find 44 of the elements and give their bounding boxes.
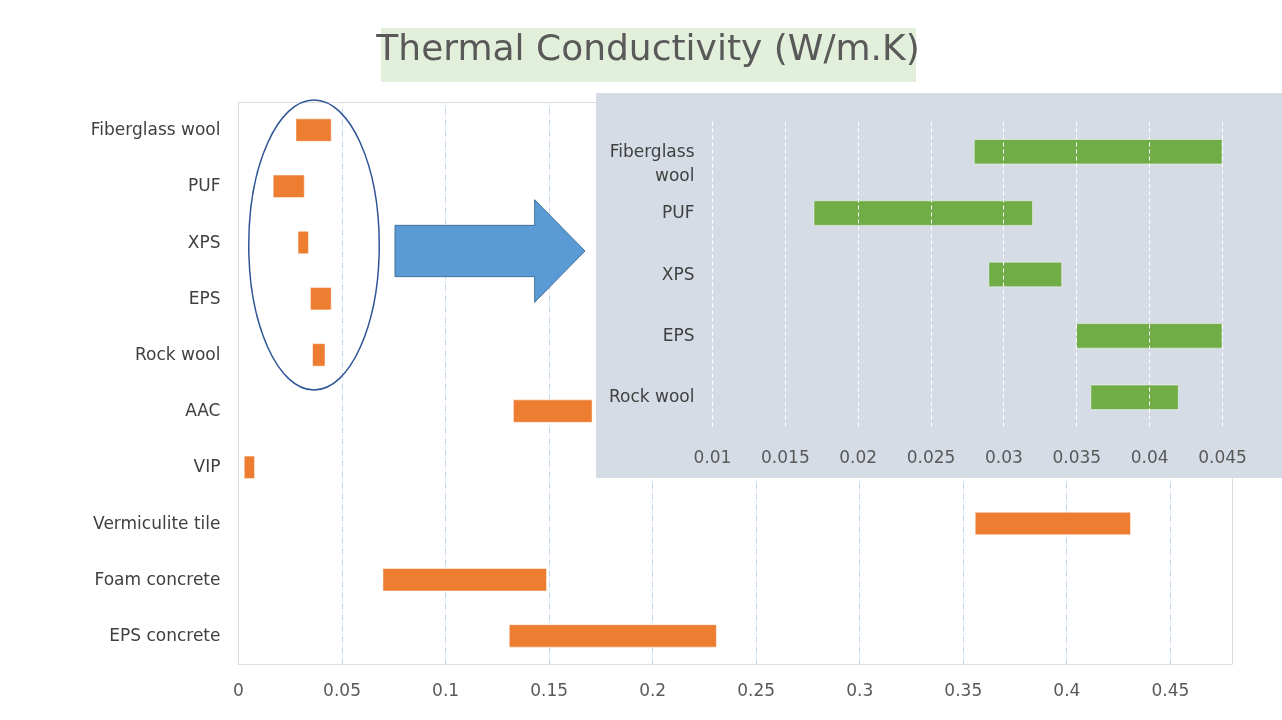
x-tick-label: 0.15 [530, 679, 569, 700]
chart-title: Thermal Conductivity (W/m.K) [375, 27, 920, 68]
x-tick-label: 0.45 [1151, 679, 1190, 700]
y-tick-label: Foam concrete [94, 568, 221, 589]
bar [297, 231, 309, 254]
y-tick-label: VIP [193, 456, 221, 477]
bar [509, 624, 717, 648]
bar [513, 399, 593, 423]
y-tick-label: Rock wool [609, 386, 695, 407]
x-tick-label: 0.2 [639, 679, 667, 700]
y-tick-label: Fiberglass wool [90, 119, 221, 140]
y-tick-label: XPS [661, 263, 695, 284]
x-tick-label: 0.35 [944, 679, 983, 700]
y-tick-label: AAC [185, 400, 221, 421]
bar [310, 287, 332, 311]
y-tick-label: Rock wool [135, 343, 221, 364]
x-tick-label: 0.25 [737, 679, 776, 700]
y-tick-label: XPS [187, 231, 221, 252]
y-tick-label: EPS [188, 287, 221, 308]
x-tick-label: 0.05 [323, 679, 361, 700]
bar [974, 512, 1131, 535]
bar [243, 455, 255, 479]
y-tick-label: PUF [188, 175, 221, 196]
y-tick-label: Vermiculite tile [93, 512, 221, 533]
x-tick-label: 0.045 [1198, 446, 1247, 467]
x-tick-label: 0.04 [1130, 446, 1169, 467]
x-tick-label: 0 [233, 679, 244, 700]
y-tick-label: EPS concrete [109, 624, 221, 645]
x-tick-label: 0.02 [839, 446, 878, 467]
x-tick-label: 0.015 [761, 446, 810, 467]
y-tick-label: EPS [662, 324, 695, 345]
x-tick-label: 0.3 [846, 679, 874, 700]
bar [382, 568, 547, 592]
bar [295, 118, 332, 142]
x-tick-label: 0.03 [985, 446, 1023, 467]
bar [272, 174, 305, 198]
x-tick-label: 0.1 [432, 679, 460, 700]
x-tick-label: 0.025 [906, 446, 956, 467]
x-tick-label: 0.01 [693, 446, 732, 467]
x-tick-label: 0.4 [1053, 679, 1081, 700]
y-tick-label: Fiberglass wool [609, 140, 695, 185]
y-tick-label: PUF [662, 202, 695, 223]
bar [312, 343, 326, 367]
x-tick-label: 0.035 [1052, 446, 1102, 467]
